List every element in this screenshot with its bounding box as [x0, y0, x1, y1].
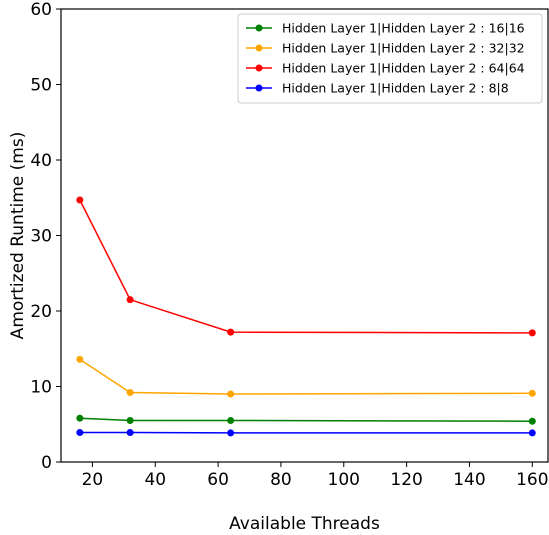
- legend-box: [237, 13, 543, 104]
- y-tick-label: 10: [30, 378, 52, 398]
- data-point: [76, 196, 84, 204]
- data-point: [126, 429, 134, 437]
- legend-label: Hidden Layer 1|Hidden Layer 2 : 16|16: [282, 21, 525, 36]
- x-tick-label: 100: [328, 470, 360, 490]
- data-point: [126, 389, 134, 397]
- y-axis-label: Amortized Runtime (ms): [8, 132, 28, 340]
- data-point: [76, 414, 84, 422]
- x-tick-label: 60: [207, 470, 229, 490]
- x-tick-label: 80: [270, 470, 292, 490]
- data-point: [126, 296, 134, 304]
- data-point: [528, 417, 536, 425]
- legend-swatch-marker: [255, 44, 263, 52]
- data-point: [126, 416, 134, 424]
- y-tick-label: 0: [41, 453, 52, 473]
- legend-swatch-marker: [255, 84, 263, 92]
- x-tick-label: 140: [453, 470, 485, 490]
- data-point: [528, 429, 536, 437]
- series-line: [79, 199, 533, 334]
- legend-items: Hidden Layer 1|Hidden Layer 2 : 16|16 Hid…: [246, 21, 525, 96]
- legend-swatch-marker: [255, 64, 263, 72]
- legend-swatch-marker: [255, 24, 263, 32]
- data-point: [227, 429, 235, 437]
- data-point: [528, 329, 536, 337]
- legend: Hidden Layer 1|Hidden Layer 2 : 16|16 Hid…: [237, 13, 543, 104]
- legend-label: Hidden Layer 1|Hidden Layer 2 : 64|64: [282, 61, 525, 76]
- legend-label: Hidden Layer 1|Hidden Layer 2 : 32|32: [282, 41, 525, 56]
- y-tick-label: 20: [30, 302, 52, 322]
- series-line: [79, 417, 533, 422]
- data-point: [528, 389, 536, 397]
- x-axis-label: Available Threads: [229, 514, 380, 534]
- y-tick-label: 60: [30, 0, 52, 20]
- y-tick-label: 40: [30, 151, 52, 171]
- x-tick-label: 120: [390, 470, 422, 490]
- x-axis-ticks: 20 40 60 80 100 120 140 160: [82, 462, 549, 490]
- x-tick-label: 40: [144, 470, 166, 490]
- data-point: [227, 416, 235, 424]
- y-tick-label: 50: [30, 76, 52, 96]
- x-tick-label: 160: [516, 470, 548, 490]
- series-line: [79, 358, 533, 395]
- y-axis-ticks: 0 10 20 30 40 50 60: [30, 0, 61, 473]
- x-tick-label: 20: [82, 470, 104, 490]
- data-point: [76, 355, 84, 363]
- data-point: [227, 328, 235, 336]
- data-point: [76, 429, 84, 437]
- data-point: [227, 390, 235, 398]
- y-tick-label: 30: [30, 227, 52, 247]
- legend-label: Hidden Layer 1|Hidden Layer 2 : 8|8: [282, 81, 509, 96]
- series-layer: [76, 196, 536, 437]
